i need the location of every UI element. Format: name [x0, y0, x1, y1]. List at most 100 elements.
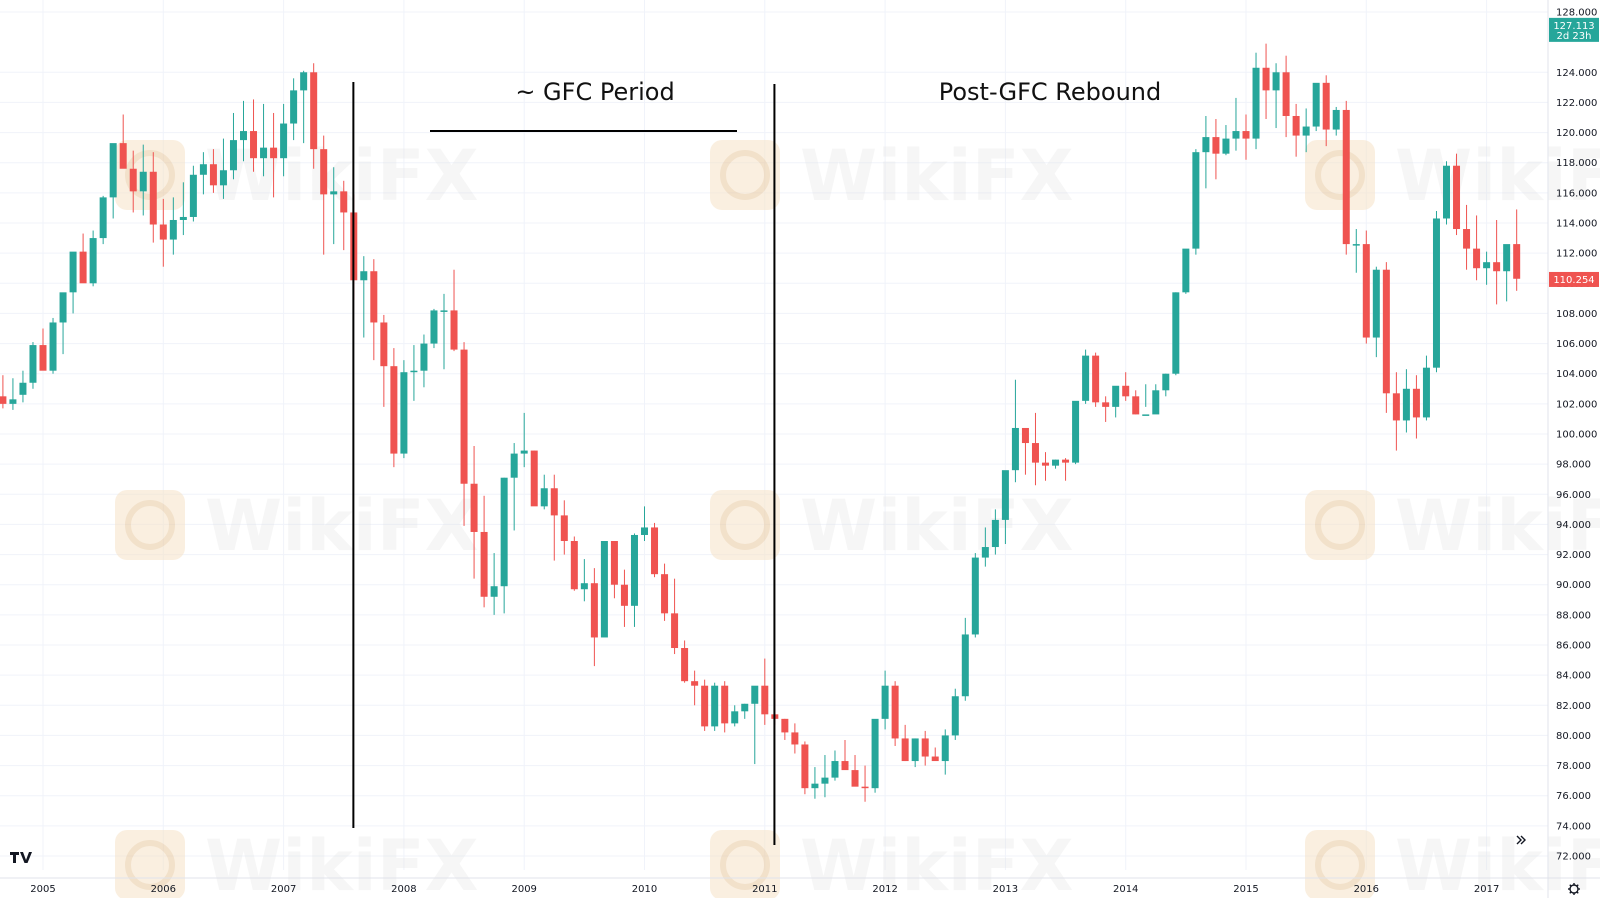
wikifx-watermark: WikiFX	[1305, 825, 1600, 898]
chart-controls	[10, 835, 1580, 895]
candle	[29, 342, 37, 389]
y-tick-label: 116.000	[1556, 188, 1597, 199]
candle	[59, 292, 67, 355]
candle	[330, 167, 338, 245]
candle	[300, 70, 308, 144]
x-tick-label: 2008	[391, 884, 416, 895]
candle	[1262, 43, 1270, 120]
wikifx-watermark: WikiFX	[115, 485, 479, 567]
candle	[360, 256, 368, 338]
tv-logo-mark	[10, 852, 32, 863]
candle	[1031, 412, 1039, 486]
candle-body	[79, 251, 87, 284]
candle	[1493, 219, 1501, 305]
candle	[851, 755, 859, 787]
candle	[530, 450, 538, 507]
y-tick-label: 120.000	[1556, 128, 1597, 139]
candle-body	[209, 164, 217, 186]
watermark-logo-ring	[1315, 150, 1365, 200]
candle	[240, 100, 247, 162]
tradingview-logo-icon	[10, 852, 32, 863]
candle-body	[1453, 165, 1461, 230]
watermark-logo-ring	[125, 840, 175, 890]
candle-body	[1352, 244, 1360, 246]
candle	[49, 317, 57, 374]
candle-body	[1272, 72, 1280, 91]
candle	[159, 198, 167, 267]
candle	[971, 553, 979, 638]
candle	[841, 739, 849, 771]
candle	[1322, 75, 1330, 147]
candle	[430, 308, 438, 349]
candle-body	[219, 170, 227, 186]
gear-icon-tooth	[1569, 884, 1572, 887]
y-tick-label: 88.000	[1556, 610, 1591, 621]
scroll-to-latest-icon	[1516, 835, 1526, 845]
candle-body	[149, 171, 157, 225]
candle	[99, 195, 107, 245]
price-tag-box	[1549, 17, 1599, 42]
candle	[1352, 229, 1360, 273]
candle	[490, 553, 498, 615]
candle	[560, 500, 568, 555]
candle-body	[1503, 244, 1511, 272]
candle-body	[1242, 131, 1250, 139]
candle	[89, 230, 97, 287]
candle-body	[751, 685, 759, 704]
candle-body	[1162, 373, 1170, 391]
candle	[1092, 352, 1100, 407]
watermark-logo-ring	[720, 840, 770, 890]
wikifx-watermark: WikiFX	[1305, 135, 1600, 217]
candle	[570, 536, 578, 591]
candle	[1222, 125, 1230, 156]
candle-body	[89, 238, 97, 284]
annotation-post-gfc-rebound: Post-GFC Rebound	[939, 78, 1161, 106]
y-tick-label: 80.000	[1556, 731, 1591, 742]
y-tick-label: 102.000	[1556, 399, 1597, 410]
candle	[310, 63, 318, 169]
y-tick-label: 90.000	[1556, 580, 1591, 591]
candle	[861, 765, 869, 802]
candle-body	[961, 634, 969, 697]
candle	[1513, 209, 1521, 291]
candle	[520, 412, 528, 468]
candle	[620, 569, 628, 627]
candle	[1463, 204, 1471, 270]
candle-body	[229, 140, 237, 171]
candle-body	[260, 147, 268, 159]
candle-body	[280, 123, 288, 159]
candles	[0, 43, 1521, 802]
candle-body	[821, 777, 829, 784]
candle-body	[400, 372, 408, 454]
candle-body	[1322, 82, 1330, 130]
candle	[1062, 458, 1070, 481]
candle	[390, 348, 398, 468]
candle-body	[29, 345, 37, 383]
candle-body	[941, 735, 949, 762]
candle-body	[109, 143, 117, 198]
y-tick-label: 128.000	[1556, 8, 1597, 19]
wikifx-watermark: WikiFX	[1305, 485, 1600, 567]
candle-body	[430, 310, 438, 344]
candle-body	[1252, 67, 1260, 139]
candle-body	[320, 149, 328, 195]
wikifx-watermark: WikiFX	[710, 825, 1074, 898]
candle	[1302, 108, 1310, 153]
watermark-logo-ring	[1315, 500, 1365, 550]
candle	[470, 446, 478, 579]
y-tick-label: 112.000	[1556, 249, 1597, 260]
candle-body	[1092, 355, 1100, 403]
candle-body	[420, 343, 428, 371]
candle-body	[540, 488, 548, 507]
candle-body	[189, 174, 197, 217]
candle	[811, 767, 819, 799]
candle-body	[530, 450, 538, 507]
candle-body	[1112, 385, 1120, 407]
y-tick-label: 92.000	[1556, 550, 1591, 561]
candle-body	[9, 399, 17, 404]
watermark-wordmark: WikiFX	[800, 485, 1074, 567]
candle-body	[641, 527, 648, 535]
x-tick-label: 2012	[872, 884, 897, 895]
